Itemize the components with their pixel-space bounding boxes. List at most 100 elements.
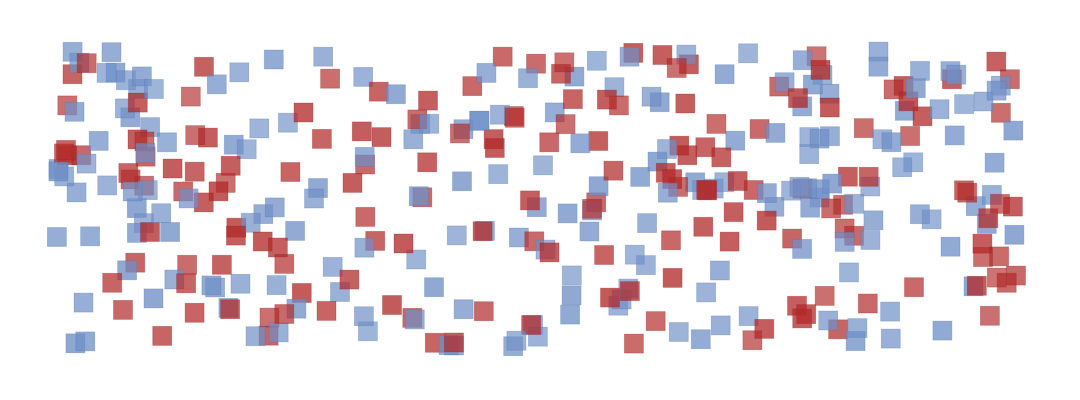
- blue-square-marker: [201, 275, 222, 296]
- blue-square-marker: [406, 249, 427, 270]
- red-square-marker: [555, 114, 576, 134]
- red-square-marker: [127, 92, 148, 113]
- red-square-marker: [990, 193, 1010, 214]
- blue-square-marker: [143, 79, 164, 99]
- red-square-marker: [368, 81, 389, 102]
- red-square-marker: [225, 225, 246, 246]
- blue-square-marker: [264, 197, 285, 218]
- red-square-marker: [504, 107, 525, 128]
- red-square-marker: [600, 287, 620, 308]
- blue-square-marker: [800, 197, 821, 218]
- red-square-marker: [661, 230, 681, 251]
- blue-square-marker: [66, 182, 87, 203]
- red-square-marker: [563, 89, 583, 109]
- blue-square-marker: [725, 130, 746, 151]
- red-square-marker: [521, 315, 541, 335]
- red-square-marker: [351, 121, 372, 142]
- blue-square-marker: [117, 260, 137, 281]
- red-square-marker: [162, 158, 183, 179]
- red-square-marker: [393, 233, 414, 254]
- red-square-marker: [76, 53, 97, 74]
- blue-square-marker: [710, 260, 730, 281]
- red-square-marker: [274, 304, 295, 324]
- red-square-marker: [483, 129, 504, 150]
- blue-square-marker: [905, 78, 926, 99]
- red-square-marker: [624, 333, 644, 354]
- blue-square-marker: [940, 236, 961, 257]
- red-square-marker: [152, 325, 173, 346]
- blue-square-marker: [249, 118, 270, 139]
- blue-square-marker: [75, 331, 96, 352]
- blue-square-marker: [586, 50, 607, 71]
- blue-square-marker: [560, 304, 580, 325]
- blue-square-marker: [657, 182, 678, 203]
- blue-square-marker: [518, 68, 538, 89]
- red-square-marker: [220, 299, 241, 320]
- red-square-marker: [810, 60, 831, 80]
- red-square-marker: [991, 102, 1011, 123]
- red-square-marker: [696, 179, 717, 200]
- red-square-marker: [883, 79, 904, 100]
- blue-square-marker: [73, 292, 94, 313]
- red-square-marker: [954, 180, 974, 201]
- red-square-marker: [603, 160, 624, 181]
- blue-square-marker: [863, 210, 884, 231]
- red-square-marker: [280, 162, 301, 182]
- red-square-marker: [371, 127, 392, 147]
- blue-square-marker: [206, 74, 227, 95]
- blue-square-marker: [588, 176, 609, 197]
- red-square-marker: [821, 198, 841, 219]
- blue-square-marker: [143, 288, 164, 309]
- blue-square-marker: [765, 123, 786, 143]
- red-square-marker: [719, 231, 740, 252]
- blue-square-marker: [799, 144, 820, 165]
- red-square-marker: [118, 163, 139, 183]
- blue-square-marker: [986, 80, 1007, 101]
- blue-square-marker: [557, 203, 578, 224]
- blue-square-marker: [96, 63, 117, 83]
- blue-square-marker: [946, 64, 967, 85]
- blue-square-marker: [404, 309, 425, 330]
- red-square-marker: [444, 332, 464, 353]
- blue-square-marker: [354, 237, 375, 258]
- blue-square-marker: [561, 285, 582, 306]
- blue-square-marker: [160, 222, 181, 242]
- red-square-marker: [693, 216, 714, 237]
- blue-square-marker: [452, 171, 472, 192]
- blue-square-marker: [88, 130, 109, 151]
- red-square-marker: [978, 208, 999, 229]
- red-square-marker: [113, 299, 133, 320]
- blue-square-marker: [984, 152, 1005, 173]
- red-square-marker: [520, 190, 540, 211]
- red-square-marker: [418, 90, 438, 111]
- blue-square-marker: [277, 112, 298, 133]
- blue-square-marker: [944, 125, 965, 146]
- red-square-marker: [184, 161, 205, 182]
- red-square-marker: [677, 145, 698, 166]
- red-square-marker: [220, 155, 241, 176]
- red-square-marker: [597, 89, 617, 110]
- red-square-marker: [723, 202, 744, 223]
- blue-square-marker: [839, 262, 859, 283]
- red-square-marker: [355, 206, 376, 227]
- red-square-marker: [208, 181, 229, 202]
- red-square-marker: [814, 285, 835, 306]
- blue-square-marker: [738, 43, 758, 64]
- blue-square-marker: [881, 132, 902, 153]
- blue-square-marker: [929, 99, 950, 120]
- blue-square-marker: [157, 132, 177, 153]
- blue-square-marker: [47, 227, 67, 247]
- red-square-marker: [316, 300, 337, 321]
- blue-square-marker: [641, 86, 662, 107]
- blue-square-marker: [229, 62, 250, 83]
- blue-square-marker: [910, 61, 930, 81]
- red-square-marker: [973, 247, 993, 267]
- red-square-marker: [473, 301, 494, 322]
- blue-square-marker: [353, 67, 374, 87]
- red-square-marker: [796, 304, 817, 325]
- blue-square-marker: [619, 46, 640, 67]
- blue-square-marker: [304, 188, 324, 209]
- red-square-marker: [588, 131, 609, 151]
- blue-square-marker: [533, 155, 553, 176]
